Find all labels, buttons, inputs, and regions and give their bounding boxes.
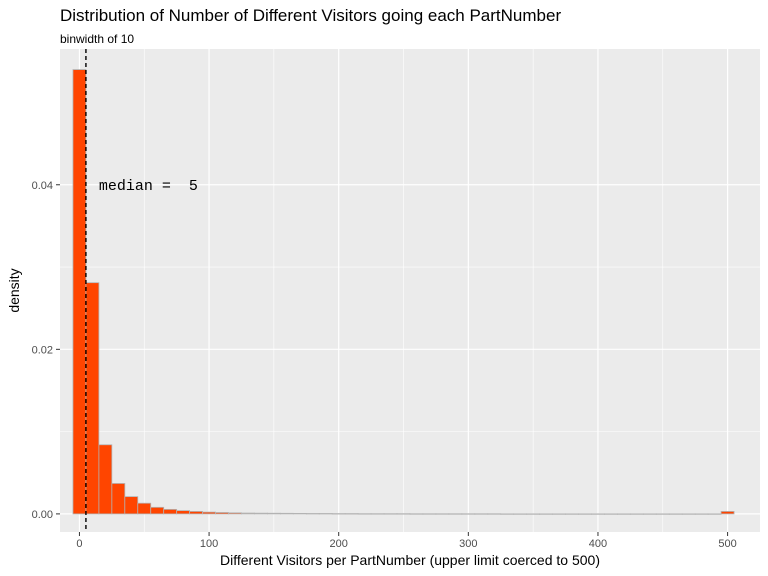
histogram-bar	[487, 513, 502, 515]
plot-panel	[60, 49, 760, 532]
histogram-bar	[578, 513, 592, 515]
histogram-bar	[694, 513, 709, 515]
histogram-bar	[500, 513, 515, 515]
x-tick-label: 100	[200, 538, 218, 550]
histogram-bar	[370, 513, 385, 515]
histogram-bar	[629, 513, 644, 515]
histogram-bar	[124, 496, 139, 515]
histogram-bar	[85, 282, 100, 515]
histogram-bar	[435, 513, 450, 515]
histogram-bar	[461, 513, 476, 515]
histogram-bar	[539, 513, 553, 515]
y-tick-label: 0.04	[32, 180, 53, 192]
x-axis-title: Different Visitors per PartNumber (upper…	[220, 552, 600, 568]
histogram-bar	[111, 483, 126, 515]
y-tick-label: 0.00	[32, 509, 53, 521]
histogram-bar	[474, 513, 489, 515]
histogram-bar	[409, 513, 424, 515]
median-annotation: median = 5	[99, 178, 198, 195]
histogram-bar	[617, 513, 631, 515]
histogram-bar	[526, 513, 541, 515]
histogram-bar	[305, 513, 320, 515]
histogram-bar	[655, 513, 670, 515]
chart-subtitle: binwidth of 10	[60, 32, 134, 46]
histogram-bar	[707, 513, 722, 515]
histogram-bar	[318, 513, 333, 515]
histogram-bar	[604, 513, 618, 515]
histogram-bar	[254, 512, 268, 515]
histogram-bar	[202, 511, 216, 515]
histogram-bar	[422, 513, 437, 515]
histogram-bar	[396, 513, 411, 515]
minor-gridlines	[60, 49, 760, 532]
histogram-bar	[448, 513, 463, 515]
y-tick-label: 0.02	[32, 344, 53, 356]
x-tick-label: 300	[459, 538, 477, 550]
histogram-bars	[72, 69, 735, 515]
histogram-bar	[267, 512, 281, 515]
x-tick-label: 200	[330, 538, 348, 550]
histogram-bar	[383, 513, 398, 515]
histogram-bar	[72, 69, 87, 515]
x-tick-label: 400	[589, 538, 607, 550]
histogram-bar	[357, 513, 372, 515]
histogram-bar	[189, 511, 203, 515]
histogram-bar	[137, 502, 152, 515]
histogram-bar	[565, 513, 579, 515]
chart-title: Distribution of Number of Different Visi…	[60, 6, 561, 25]
histogram-bar	[176, 510, 191, 515]
x-axis-ticks: 0 100 200 300 400 500	[76, 532, 737, 550]
histogram-bar	[292, 513, 307, 515]
histogram-bar	[215, 512, 229, 515]
y-axis-title: density	[6, 268, 22, 312]
histogram-bar	[163, 508, 178, 515]
y-axis-ticks: 0.00 0.02 0.04	[32, 180, 60, 521]
histogram-bar	[150, 506, 165, 515]
histogram-bar	[720, 511, 735, 515]
histogram-bar	[228, 512, 242, 515]
histogram-bar	[331, 513, 346, 515]
histogram-bar	[344, 513, 359, 515]
histogram-bar	[98, 444, 113, 515]
x-tick-label: 0	[76, 538, 82, 550]
x-tick-label: 500	[718, 538, 736, 550]
histogram-bar	[681, 513, 696, 515]
histogram-bar	[279, 512, 294, 515]
histogram-bar	[668, 513, 683, 515]
histogram-bar	[591, 513, 605, 515]
histogram-bar	[552, 513, 566, 515]
histogram-bar	[642, 513, 657, 515]
histogram-bar	[241, 512, 255, 515]
histogram-bar	[513, 513, 528, 515]
